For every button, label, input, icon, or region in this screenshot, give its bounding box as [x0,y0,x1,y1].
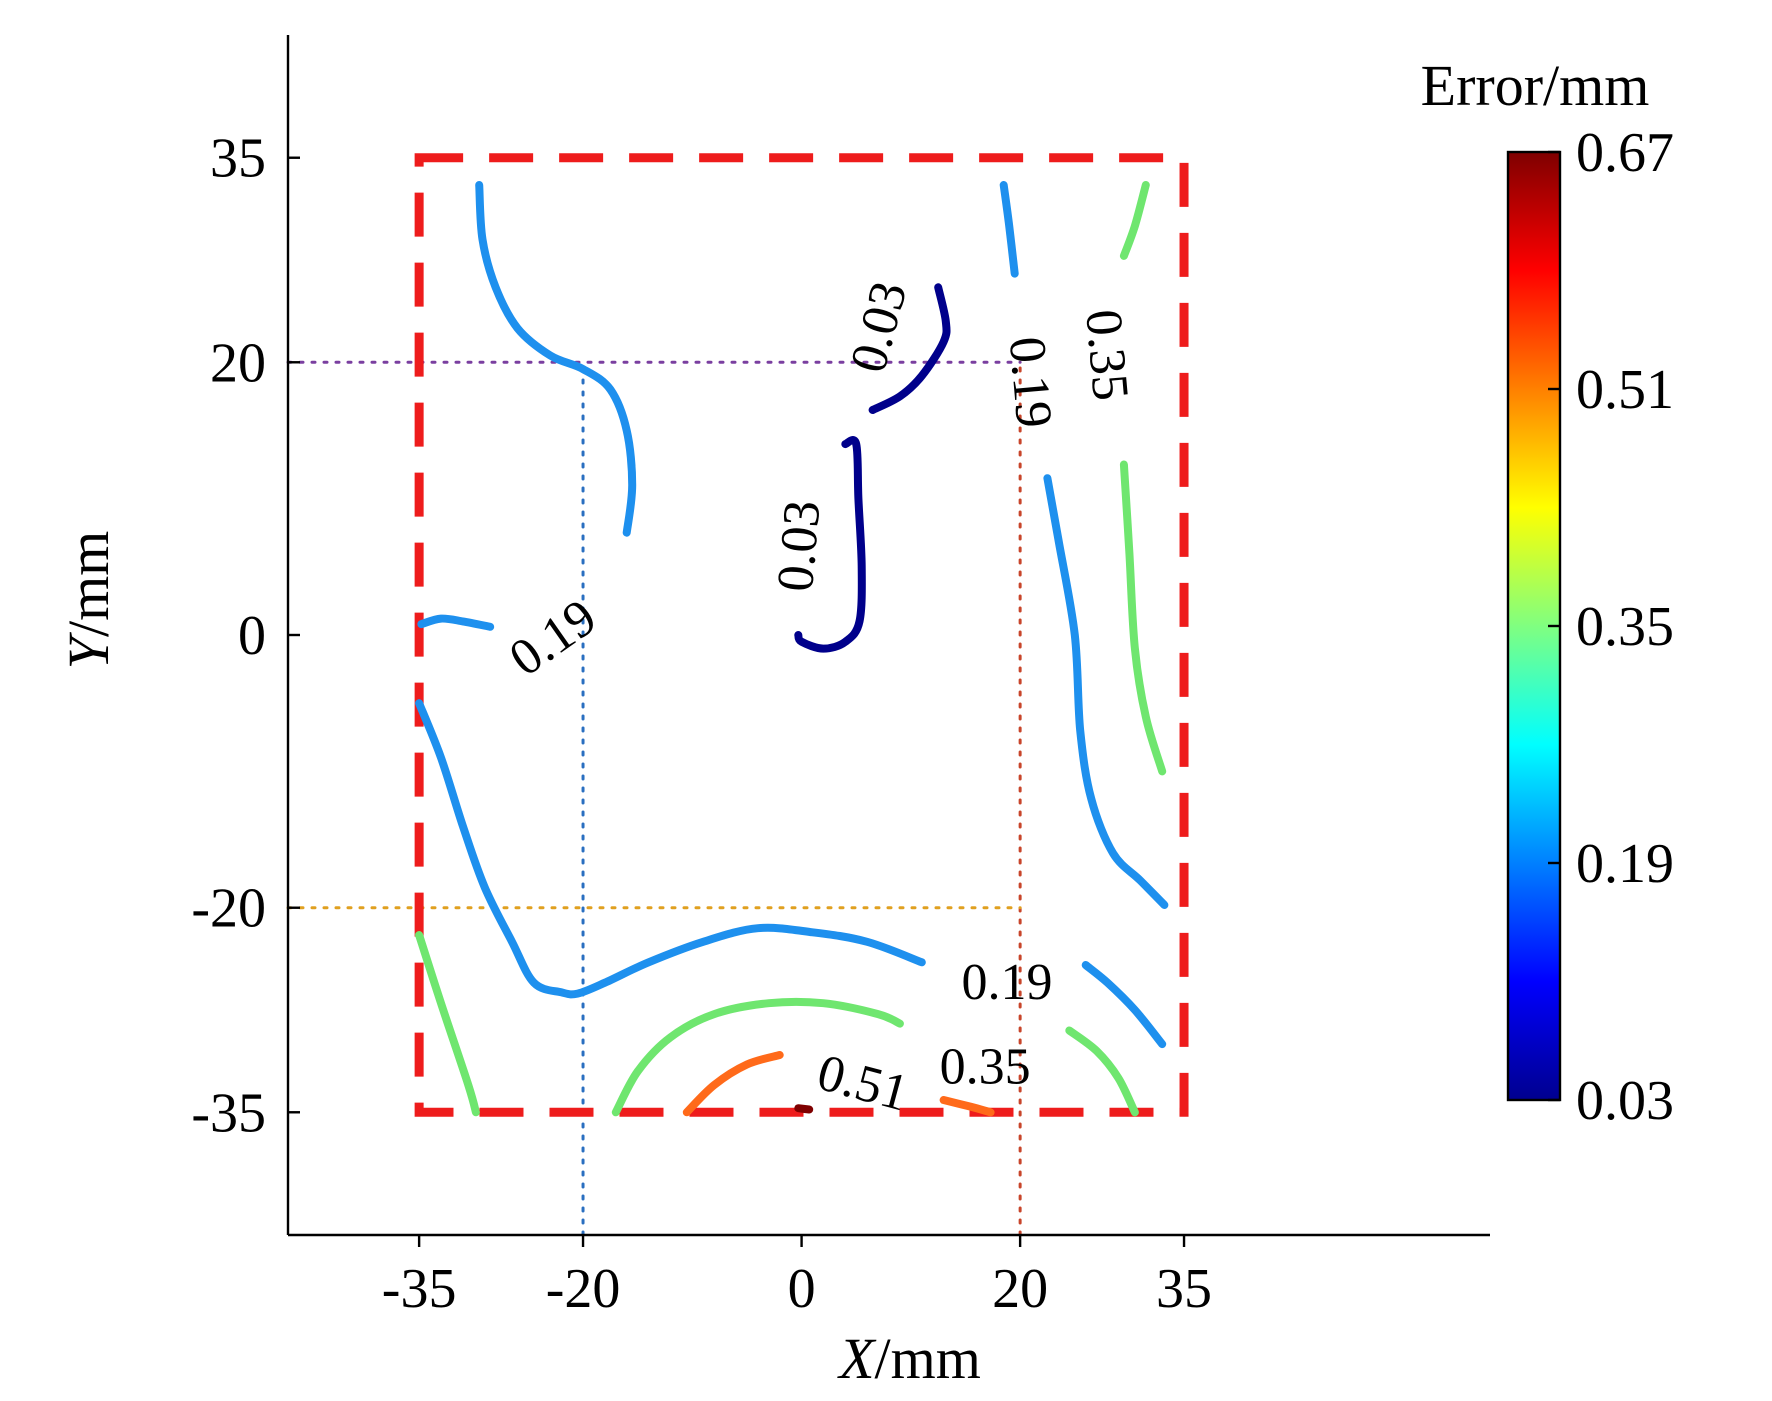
contour-line-035-12 [1065,1026,1139,1117]
contour-line-019-2 [415,699,926,999]
contour-line-067-15 [794,1104,814,1114]
x-axis-title: X/mm [837,1326,981,1391]
contour-line-051-14 [939,1096,995,1117]
contour-line-035-10 [415,931,480,1117]
y-tick-label: -35 [191,1082,266,1144]
colorbar-tick-label: 0.19 [1576,833,1674,895]
contour-line-019-5 [1081,961,1167,1049]
colorbar-tick-label: 0.35 [1576,596,1674,658]
y-axis-title-var: Y [56,631,121,669]
y-tick-label: 0 [238,605,266,667]
contour-label: 0.03 [767,498,832,594]
contour-line-019-1 [417,614,495,631]
contour-label: 0.03 [840,276,919,379]
colorbar-tick-label: 0.51 [1576,359,1674,421]
contour-line-003-7 [794,436,866,653]
y-tick-label: 20 [210,332,266,394]
x-tick-label: -35 [382,1258,457,1320]
colorbar-title: Error/mm [1421,53,1650,118]
contour-line-035-9 [1119,460,1167,776]
colorbar-tick-label: 0.03 [1576,1070,1674,1132]
contour-line-035-8 [1119,181,1150,260]
contour-label: 0.51 [812,1044,915,1123]
contour-line-035-11 [611,997,904,1117]
y-axis-title: Y/mm [56,531,121,670]
x-axis-title-var: X [837,1326,877,1391]
contour-line-051-13 [682,1051,784,1117]
y-axis-title-unit: /mm [56,531,121,637]
y-tick-label: -20 [191,878,266,940]
contour-line-003-6 [868,283,951,414]
x-tick-label: 20 [992,1258,1048,1320]
y-tick-label: 35 [210,128,266,190]
contour-label: 0.19 [499,589,606,688]
colorbar-tick-label: 0.67 [1576,122,1674,184]
x-axis-title-unit: /mm [875,1326,981,1391]
x-tick-label: -20 [546,1258,621,1320]
contour-label: 0.19 [962,954,1053,1011]
contour-label: 0.35 [1074,307,1139,403]
contour-label: 0.35 [940,1038,1031,1095]
colorbar: Error/mm0.67 0.51 0.35 0.19 0.03 [1421,53,1674,1132]
x-tick-label: 0 [788,1258,816,1320]
x-tick-label: 35 [1156,1258,1212,1320]
contour-label: 0.19 [998,335,1063,431]
contour-line-019-4 [1043,474,1169,909]
contour-line-019-3 [999,181,1019,278]
contour-line-019-0 [475,181,637,537]
plot-area: 0.190.030.030.19 0.350.190.350.51 [286,153,1189,1237]
